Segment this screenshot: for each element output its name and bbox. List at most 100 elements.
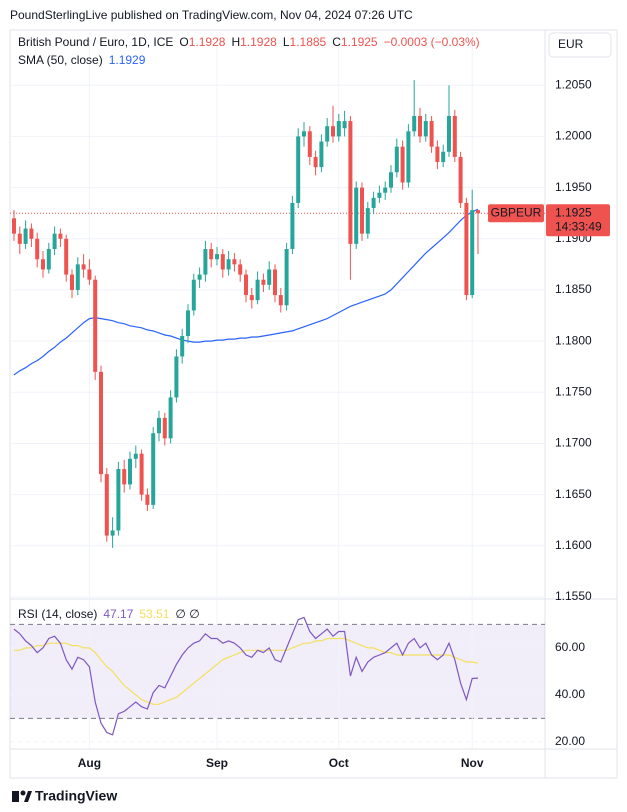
sma-name: SMA (50, close) (18, 53, 103, 67)
candle-body (104, 474, 109, 536)
candle-body (145, 494, 150, 505)
symbol-tag-bg (488, 204, 544, 223)
candle-body (452, 115, 457, 157)
candle-body (365, 208, 370, 234)
candle-body (383, 187, 388, 193)
candle-body (476, 210, 480, 214)
candle-body (52, 233, 57, 250)
logo-part (20, 790, 26, 796)
footer-brand: TradingView (35, 788, 117, 804)
candle-body (186, 310, 190, 337)
candle-body (435, 146, 440, 163)
x-tick-label: Nov (461, 756, 484, 770)
symbol: British Pound / Euro, 1D, ICE (18, 35, 173, 49)
logo-part (12, 791, 19, 802)
candle-body (464, 202, 469, 296)
y-tick-label: 1.1550 (555, 589, 592, 603)
candle-body (418, 115, 422, 137)
candle-body (244, 274, 248, 296)
candle-body (447, 115, 451, 152)
candle-body (75, 264, 80, 290)
y-tick-label: 1.1750 (555, 384, 592, 398)
candle-body (168, 397, 173, 439)
candle-body (302, 131, 306, 137)
candle-body (191, 279, 196, 311)
candle-body (35, 238, 40, 260)
candle-body (290, 202, 295, 250)
candle-body (128, 458, 132, 485)
candle-body (412, 115, 417, 132)
candle-body (46, 249, 51, 270)
sma-value: 1.1929 (109, 53, 146, 67)
candle-body (331, 126, 335, 137)
rsi-tick-label: 60.00 (555, 640, 585, 654)
candle-body (267, 269, 272, 285)
candle-body (133, 453, 138, 459)
candle-body (122, 469, 127, 485)
candle-body (220, 254, 225, 270)
y-tick-label: 1.1600 (555, 538, 592, 552)
candle-body (41, 259, 45, 270)
candle-body (336, 121, 341, 137)
last-price-tag: 1.1925 (555, 205, 592, 219)
candle-body (23, 228, 28, 244)
rsi-tick-label: 40.00 (555, 687, 585, 701)
candle-body (261, 279, 266, 285)
candle-body (458, 156, 463, 203)
candle-body (29, 228, 34, 239)
candle-body (429, 121, 434, 147)
o-label: O (179, 35, 188, 49)
rsi-band (10, 624, 545, 719)
candle-body (400, 146, 405, 183)
candle-body (157, 417, 161, 434)
chart-frame (9, 29, 618, 779)
y-tick-label: 1.2050 (555, 77, 592, 91)
candle-body (139, 453, 144, 495)
candle-body (58, 233, 63, 239)
candle-body (273, 269, 277, 296)
l-value: 1.1885 (290, 35, 327, 49)
x-tick-label: Sep (206, 756, 228, 770)
y-tick-label: 1.1650 (555, 487, 592, 501)
candle-body (93, 279, 98, 372)
y-tick-label: 1.1700 (555, 436, 592, 450)
currency-button[interactable] (548, 32, 612, 58)
rsi-ma-line (14, 637, 479, 705)
candle-body (342, 121, 347, 129)
candle-body (313, 156, 318, 168)
y-tick-label: 1.1800 (555, 333, 592, 347)
candle-body (174, 356, 179, 398)
candle-body (81, 264, 86, 270)
rsi-tick-label: 20.00 (555, 734, 585, 748)
candle-body (232, 259, 237, 265)
h-value: 1.1928 (240, 35, 277, 49)
candle-body (441, 151, 446, 163)
y-tick-label: 1.1850 (555, 282, 592, 296)
currency-label: EUR (558, 37, 584, 51)
legend-sma: SMA (50, close) 1.1929 (18, 53, 146, 67)
candle-body (17, 233, 22, 244)
candle-body (99, 371, 103, 475)
countdown: 14:33:49 (555, 219, 602, 233)
candle-body (249, 295, 254, 301)
candle-body (203, 249, 208, 275)
rsi-extra: ∅ ∅ (175, 607, 199, 621)
candle-body (348, 121, 353, 244)
candle-body (307, 131, 312, 157)
x-tick-label: Aug (78, 756, 101, 770)
candle-body (226, 259, 231, 270)
h-label: H (231, 35, 240, 49)
candle-body (197, 274, 202, 280)
candle-body (296, 136, 301, 203)
c-value: 1.1925 (341, 35, 378, 49)
change: −0.0003 (−0.03%) (384, 35, 480, 49)
candle-body (423, 121, 428, 137)
o-value: 1.1928 (189, 35, 226, 49)
plot: 1.1550 1.1600 1.1650 1.1700 1.1750 1.1800 1.18… (10, 30, 610, 770)
candle-body (389, 172, 393, 188)
candle-body (162, 417, 167, 439)
rsi-ma-value: 53.51 (139, 607, 169, 621)
candle-body (278, 295, 283, 306)
sma-line (13, 208, 479, 376)
